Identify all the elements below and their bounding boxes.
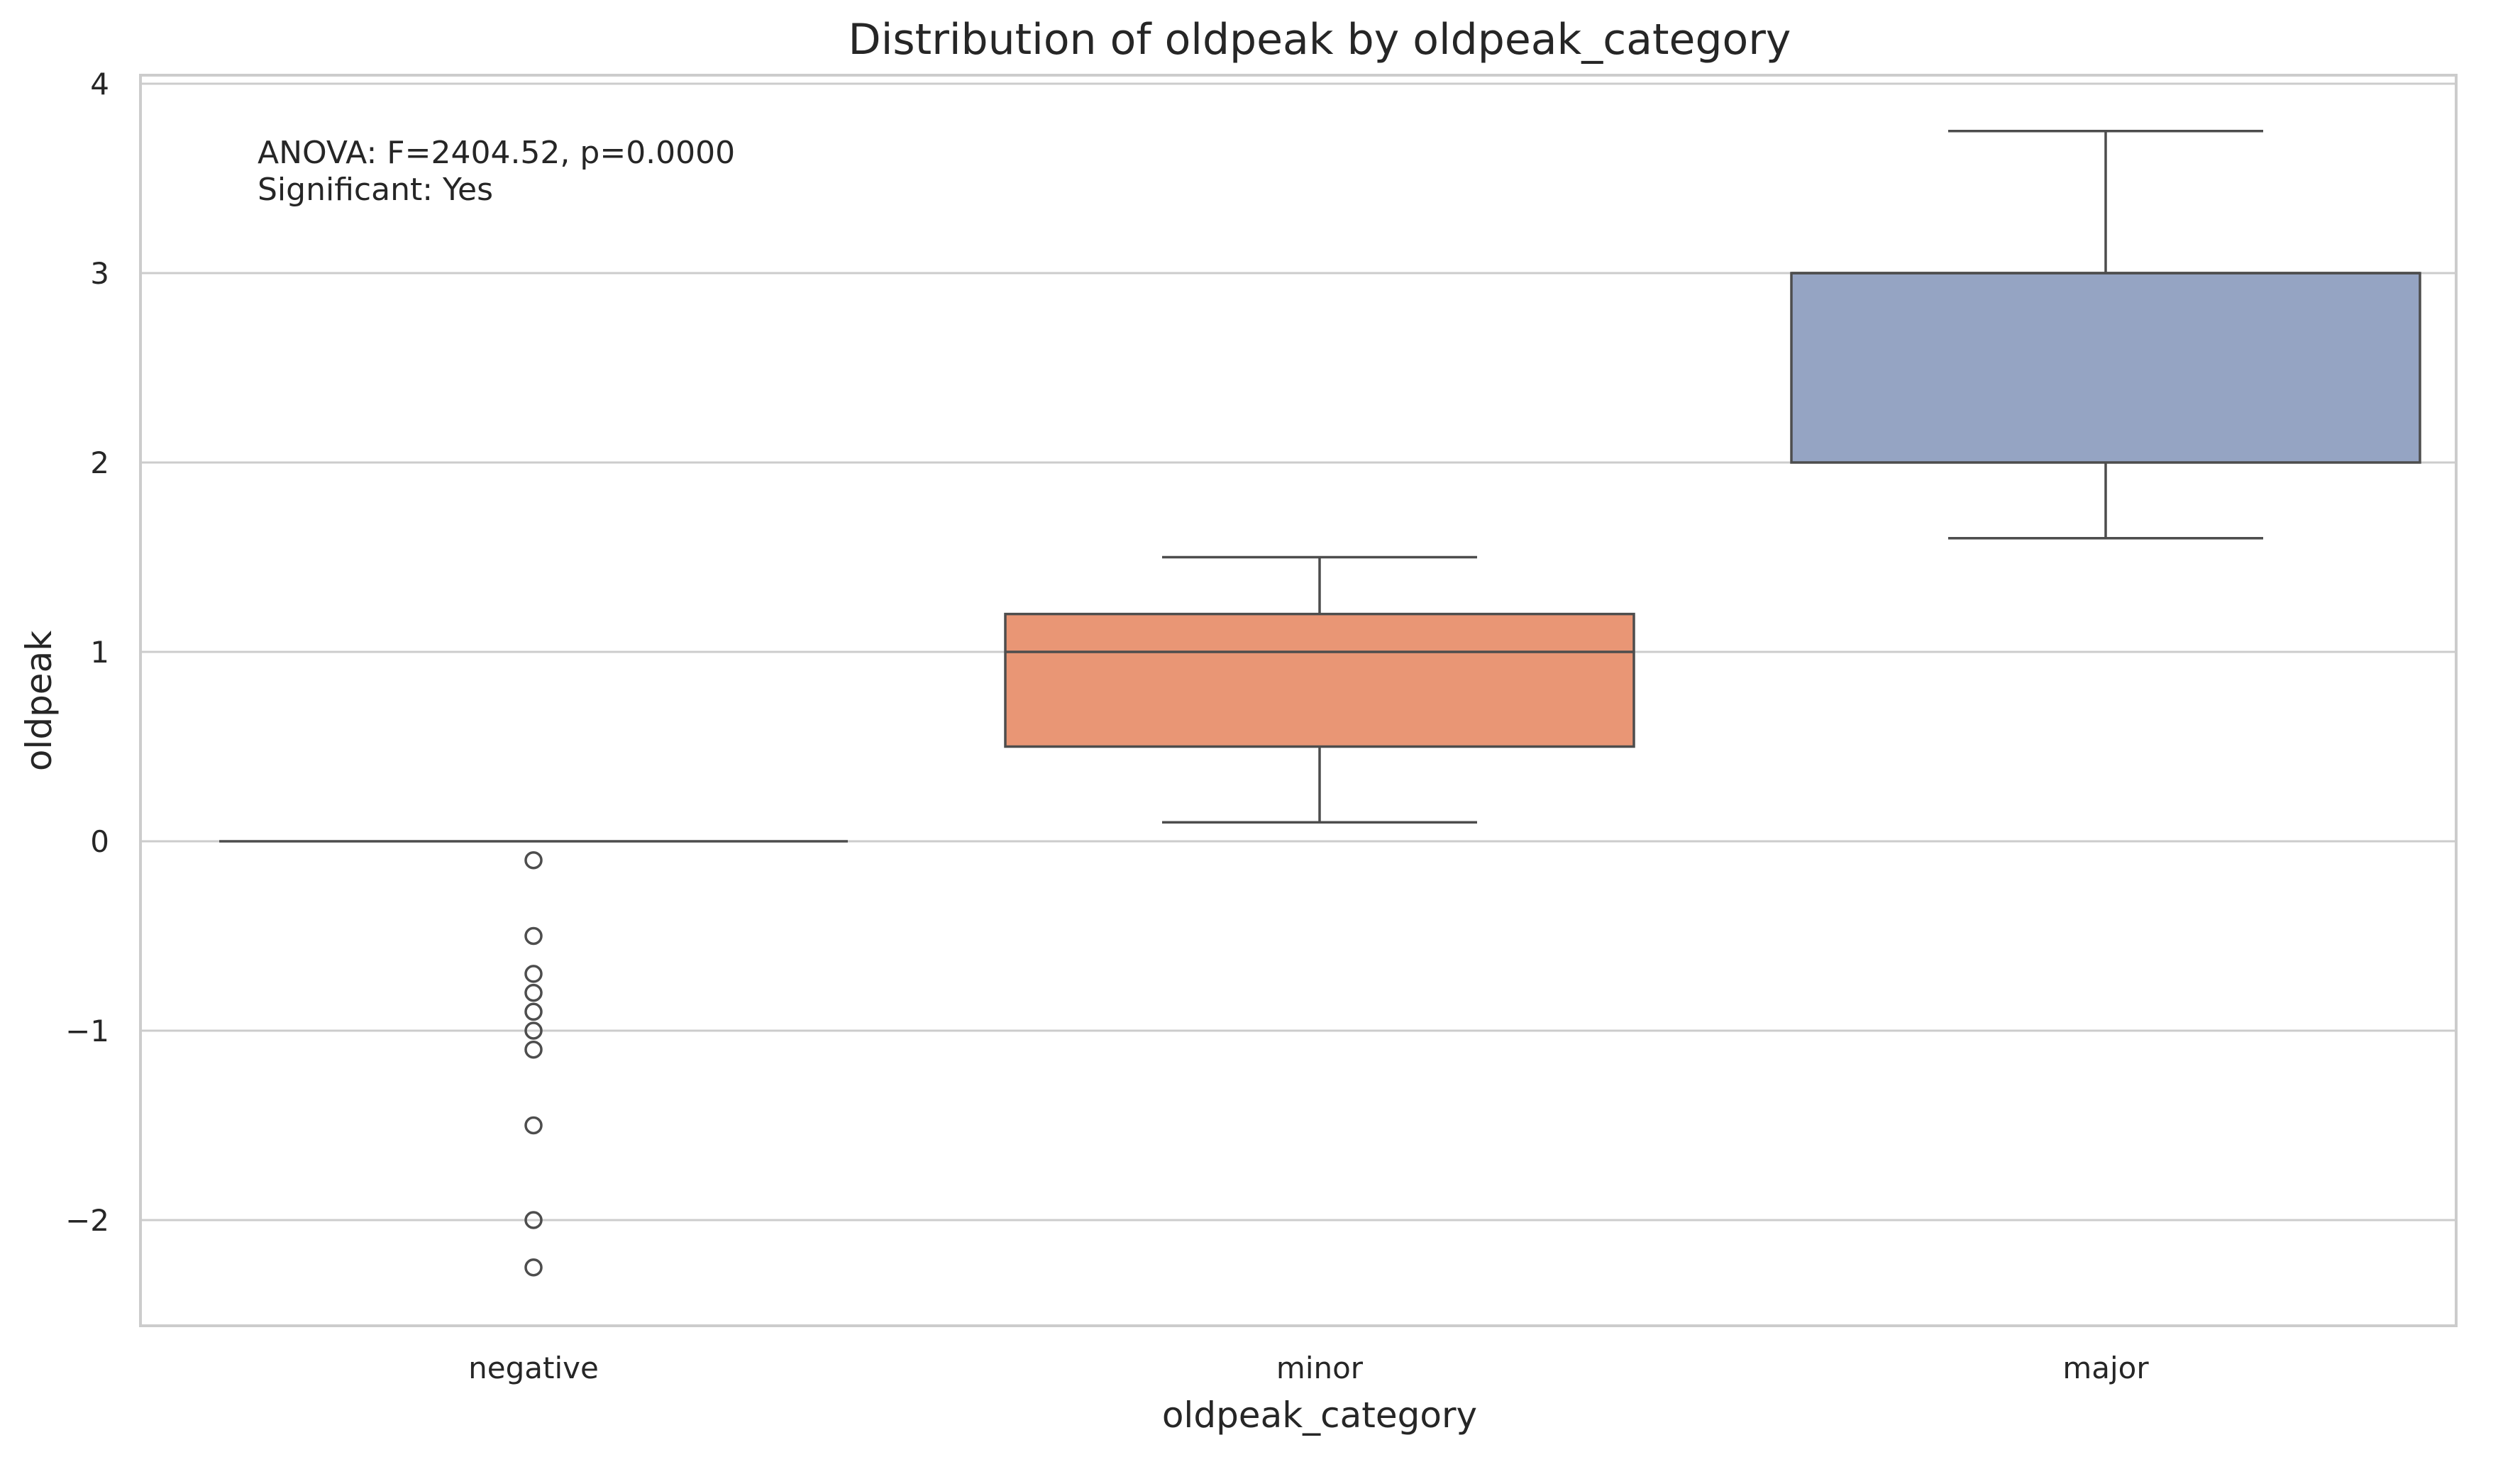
y-tick-label: 4 xyxy=(90,67,109,101)
outlier-point xyxy=(524,926,543,946)
box-minor xyxy=(1004,555,1635,824)
y-tick-label: 0 xyxy=(90,824,109,859)
y-axis-label: oldpeak xyxy=(18,631,60,771)
iqr-box xyxy=(1790,272,2421,464)
y-tick-label: 3 xyxy=(90,256,109,291)
y-tick-label: −1 xyxy=(65,1014,109,1048)
outlier-point xyxy=(524,1116,543,1135)
outlier-point xyxy=(524,851,543,870)
box-major xyxy=(1790,130,2421,540)
outlier-point xyxy=(524,1002,543,1021)
y-tick-label: −2 xyxy=(65,1203,109,1238)
x-tick-label-minor: minor xyxy=(1276,1351,1364,1385)
outlier-point xyxy=(524,1258,543,1277)
y-tick-labels: −2 −1 0 1 2 3 4 xyxy=(65,67,109,1238)
y-tick-label: 1 xyxy=(90,635,109,670)
anova-annotation-line-2: Significant: Yes xyxy=(258,172,493,208)
x-axis-label: oldpeak_category xyxy=(1162,1395,1477,1436)
outlier-point xyxy=(524,1040,543,1059)
outlier-point xyxy=(524,983,543,1002)
anova-annotation-line-1: ANOVA: F=2404.52, p=0.0000 xyxy=(258,135,735,171)
outlier-point xyxy=(524,1211,543,1229)
plot-frame xyxy=(139,74,2458,1327)
iqr-box xyxy=(1004,612,1635,748)
x-tick-label-major: major xyxy=(2062,1351,2149,1385)
outlier-point xyxy=(524,965,543,983)
boxes xyxy=(219,130,2421,1277)
x-tick-labels: negative minor major xyxy=(468,1351,2149,1385)
x-tick-label-negative: negative xyxy=(468,1351,599,1385)
box-negative xyxy=(219,840,848,1277)
outlier-point xyxy=(524,1021,543,1040)
y-tick-label: 2 xyxy=(90,445,109,480)
chart-title: Distribution of oldpeak by oldpeak_categ… xyxy=(849,15,1791,65)
